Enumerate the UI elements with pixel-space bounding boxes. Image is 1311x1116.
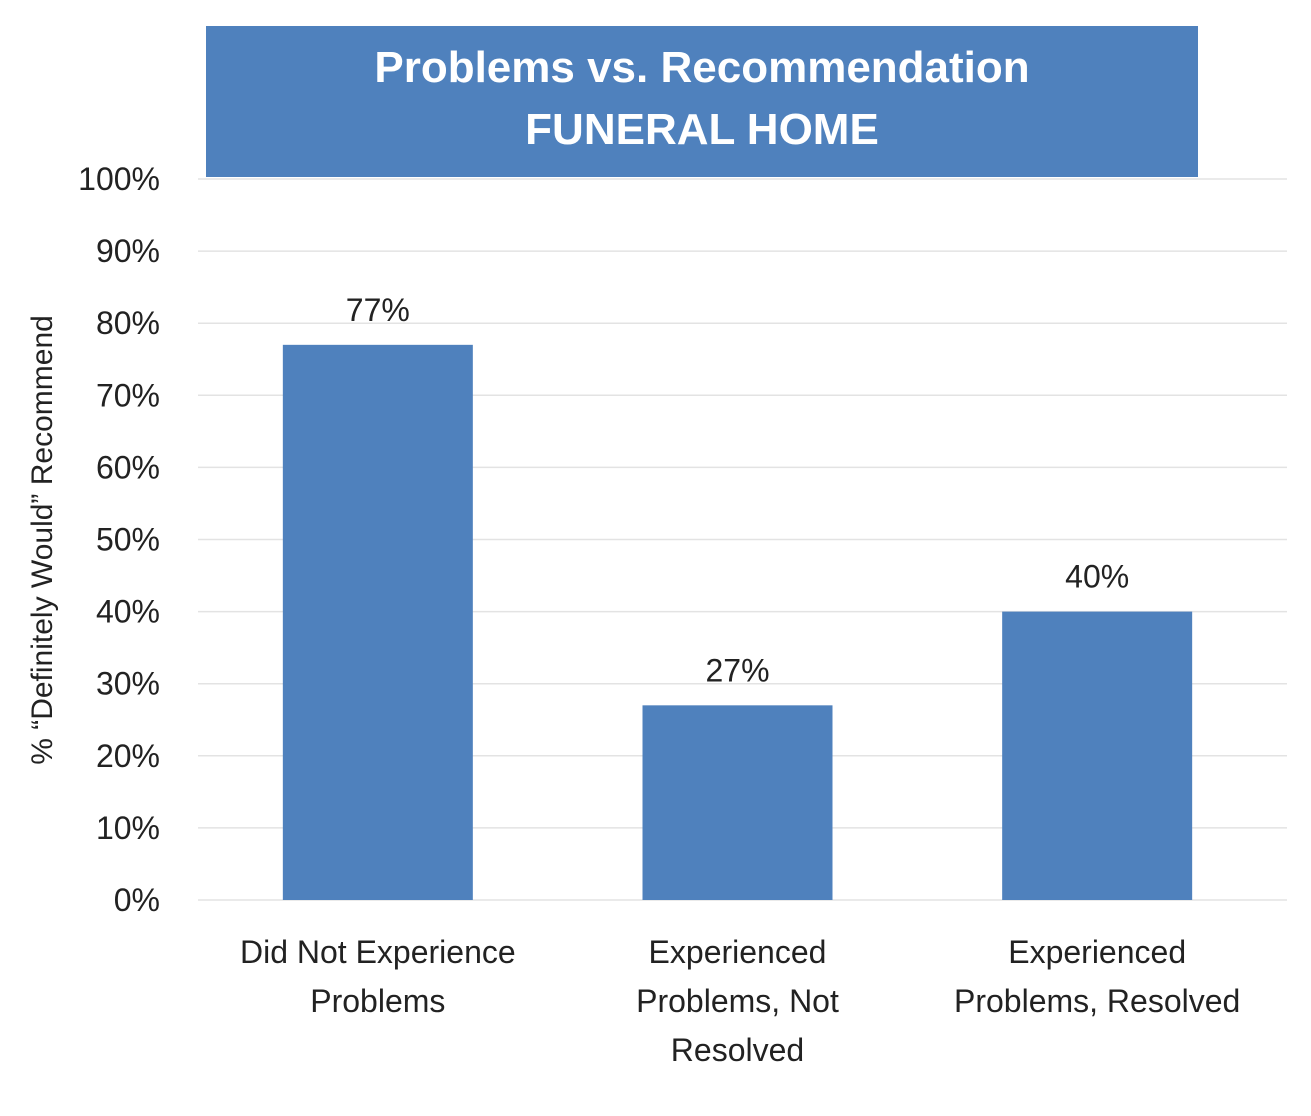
data-label: 27% (705, 652, 769, 688)
data-label: 40% (1065, 559, 1129, 595)
x-category-label: Problems, Not (636, 983, 839, 1019)
bar (282, 344, 473, 901)
x-category-label: Resolved (671, 1032, 804, 1068)
x-axis-categories: Did Not Experience Problems Experienced Pro… (240, 934, 1240, 1068)
y-tick-label: 0% (114, 882, 160, 918)
x-category-label: Experienced (1008, 934, 1186, 970)
y-tick-label: 60% (96, 449, 160, 485)
y-tick-label: 80% (96, 305, 160, 341)
data-label: 77% (346, 292, 410, 328)
y-tick-label: 40% (96, 594, 160, 630)
y-axis-label: % “Definitely Would” Recommend (26, 315, 59, 765)
bars (282, 344, 1193, 901)
bar (642, 705, 833, 900)
y-tick-label: 100% (78, 161, 160, 197)
chart-title: Problems vs. Recommendation (374, 43, 1029, 92)
bar (1002, 611, 1193, 900)
y-axis-ticks: 0% 10% 20% 30% 40% 50% 60% 70% 80% 90% 100% (78, 161, 160, 918)
x-category-label: Did Not Experience (240, 934, 516, 970)
y-tick-label: 70% (96, 377, 160, 413)
x-category-label: Problems (310, 983, 445, 1019)
y-tick-label: 20% (96, 738, 160, 774)
data-labels: 77% 27% 40% (346, 292, 1129, 689)
x-category-label: Experienced (649, 934, 827, 970)
y-tick-label: 10% (96, 810, 160, 846)
y-tick-label: 30% (96, 666, 160, 702)
y-tick-label: 50% (96, 522, 160, 558)
x-category-label: Problems, Resolved (954, 983, 1240, 1019)
y-tick-label: 90% (96, 233, 160, 269)
chart-subtitle: FUNERAL HOME (525, 105, 879, 154)
title-box (206, 26, 1198, 177)
